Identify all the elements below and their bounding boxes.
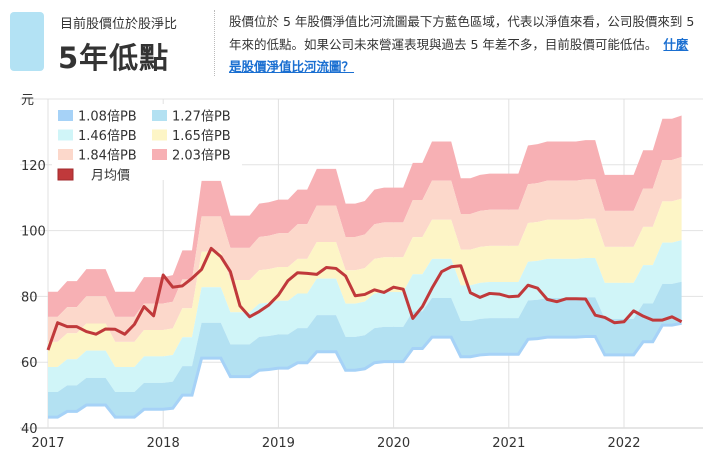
x-tick-label: 2020	[377, 436, 410, 451]
x-tick-label: 2018	[147, 436, 180, 451]
band-1.46倍PB	[48, 240, 682, 393]
y-tick-label: 40	[21, 422, 38, 437]
legend-label: 1.65倍PB	[172, 129, 231, 144]
legend-swatch	[152, 110, 167, 121]
legend-label: 1.46倍PB	[78, 129, 137, 144]
x-tick-label: 2021	[492, 436, 525, 451]
legend-swatch	[58, 129, 73, 141]
grid	[20, 98, 703, 429]
x-tick-label: 2022	[607, 436, 640, 451]
legend-swatch	[58, 110, 73, 121]
band-2.03倍PB	[48, 115, 682, 317]
price-line-group	[46, 246, 683, 351]
legend-swatch	[152, 129, 167, 141]
legend-label: 2.03倍PB	[172, 149, 231, 164]
legend-swatch	[58, 149, 73, 160]
legend: 1.08倍PB 1.27倍PB 1.46倍PB 1.65倍PB 1.84倍PB 2.03倍…	[52, 104, 242, 184]
legend-label: 1.84倍PB	[78, 149, 137, 164]
axes: 2017 2018 2019 2020 2021 2022 40 60 80 100 120 元	[21, 93, 641, 451]
y-axis-unit-label: 元	[21, 93, 34, 108]
band-line-1.08倍PB	[48, 321, 682, 419]
x-tick-label: 2017	[31, 436, 64, 451]
price-line	[46, 246, 683, 351]
pb-river-help-link[interactable]: 什麼是股價淨值比河流圖？	[229, 36, 689, 75]
legend-label: 月均價	[91, 169, 130, 184]
description-text: 股價位於 5 年股價淨值比河流圖最下方藍色區域，代表以淨值來看，公司股價來到 5…	[229, 14, 695, 52]
x-tick-label: 2019	[262, 436, 295, 451]
y-tick-label: 100	[21, 225, 46, 240]
legend-swatch	[152, 149, 167, 160]
legend-label: 1.27倍PB	[172, 110, 231, 125]
y-tick-label: 120	[21, 159, 46, 174]
valuation-description: 股價位於 5 年股價淨值比河流圖最下方藍色區域，代表以淨值來看，公司股價來到 5…	[229, 11, 699, 79]
legend-swatch	[57, 168, 74, 181]
legend-label: 1.08倍PB	[78, 110, 137, 125]
valuation-title: 5年低點	[58, 41, 170, 75]
y-tick-label: 60	[21, 356, 38, 371]
valuation-subtitle: 目前股價位於股淨比	[60, 17, 178, 32]
y-tick-label: 80	[21, 290, 38, 305]
pb-bands	[48, 115, 682, 419]
divider	[214, 10, 215, 76]
band-1.27倍PB	[48, 281, 682, 418]
band-1.65倍PB	[48, 198, 682, 367]
valuation-badge	[10, 12, 44, 71]
legend-background	[52, 104, 242, 180]
band-1.84倍PB	[48, 157, 682, 342]
